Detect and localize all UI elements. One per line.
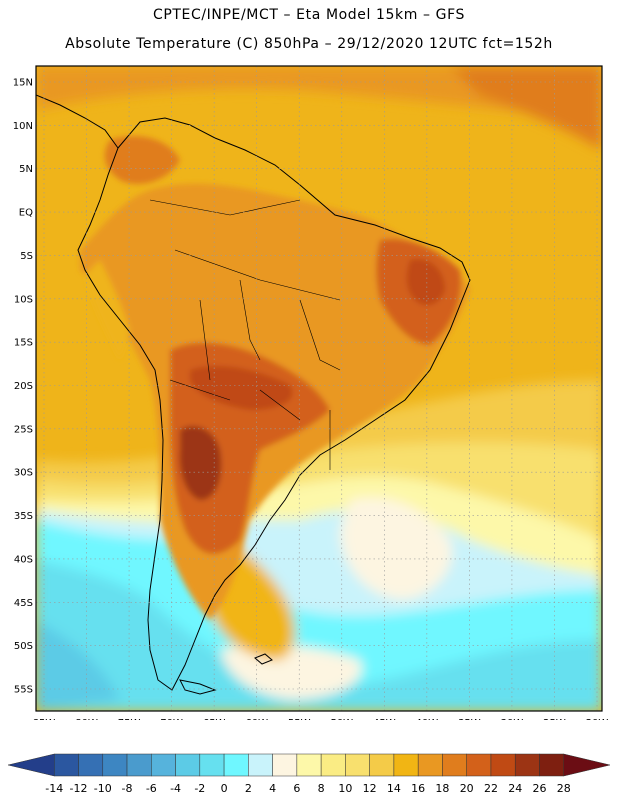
lat-label: 30S	[14, 468, 33, 479]
colorbar-swatch	[7, 753, 55, 777]
colorbar-label: 12	[363, 782, 377, 795]
colorbar-swatch	[490, 753, 516, 777]
colorbar-swatch	[466, 753, 492, 777]
lat-label: 55S	[14, 685, 33, 696]
south-america-outline	[77, 117, 471, 691]
central-america-outline	[36, 94, 119, 149]
lon-label: 80W	[75, 718, 98, 720]
lat-label: 5S	[20, 251, 33, 262]
colorbar-label: 24	[508, 782, 522, 795]
colorbar-swatch	[320, 753, 346, 777]
colorbar-label: -12	[70, 782, 88, 795]
colorbar-swatch	[514, 753, 540, 777]
lat-label: 40S	[14, 554, 33, 565]
lon-label: 35W	[458, 718, 481, 720]
colorbar-label: 6	[293, 782, 300, 795]
latitude-labels: 15N 10N 5N EQ 5S 10S 15S 20S 25S 30S 35S 40S 45S 50S 5…	[13, 78, 33, 696]
colorbar-label: -8	[122, 782, 133, 795]
lon-label: 40W	[416, 718, 439, 720]
colorbar-swatch	[175, 753, 201, 777]
lon-label: 75W	[118, 718, 141, 720]
colorbar-label: 16	[411, 782, 425, 795]
colorbar-swatch	[223, 753, 249, 777]
colorbar: -14 -12 -10 -8 -6 -4 -2 0 2 4 6 8 10 12 14 16 18 20 22 24 26…	[7, 753, 611, 795]
colorbar-swatch	[563, 753, 611, 777]
falklands-outline	[254, 653, 273, 665]
colorbar-swatch	[102, 753, 128, 777]
lon-label: 85W	[33, 718, 56, 720]
longitude-labels: 85W 80W 75W 70W 65W 60W 55W 50W 45W 40W 35W 30W 25W 2…	[33, 718, 609, 720]
lon-label: 70W	[160, 718, 183, 720]
interior-borders	[149, 199, 341, 470]
colorbar-swatch	[539, 753, 564, 777]
colorbar-label: 4	[269, 782, 276, 795]
lat-label: 45S	[14, 598, 33, 609]
colorbar-label: -10	[94, 782, 112, 795]
lat-label: 10S	[14, 294, 33, 305]
colorbar-swatch	[393, 753, 419, 777]
lat-label: 50S	[14, 641, 33, 652]
colorbar-label: -14	[45, 782, 63, 795]
chart-subtitle: Absolute Temperature (C) 850hPa – 29/12/…	[65, 36, 553, 52]
lon-label: 65W	[203, 718, 226, 720]
colorbar-swatch	[126, 753, 152, 777]
lon-label: 60W	[245, 718, 268, 720]
colorbar-swatch	[369, 753, 395, 777]
lat-label: 35S	[14, 511, 33, 522]
lon-label: 45W	[373, 718, 396, 720]
lat-label: EQ	[19, 208, 33, 219]
colorbar-swatch	[199, 753, 225, 777]
lat-label: 25S	[14, 424, 33, 435]
lon-label: 55W	[288, 718, 311, 720]
colorbar-swatch	[417, 753, 443, 777]
chart-title: CPTEC/INPE/MCT – Eta Model 15km – GFS	[152, 7, 466, 23]
colorbar-label: 20	[460, 782, 474, 795]
colorbar-label: 10	[338, 782, 352, 795]
map-frame	[35, 65, 603, 712]
coastlines	[36, 94, 471, 695]
lat-label: 10N	[13, 121, 33, 132]
colorbar-label: 28	[557, 782, 571, 795]
tierra-del-fuego-outline	[179, 679, 217, 695]
lon-label: 25W	[543, 718, 566, 720]
colorbar-labels: -14 -12 -10 -8 -6 -4 -2 0 2 4 6 8 10 12 14 16 18 20 22 24 26…	[45, 782, 570, 795]
colorbar-swatch	[272, 753, 298, 777]
lon-label: 50W	[330, 718, 353, 720]
colorbar-label: 2	[245, 782, 252, 795]
lon-label: 20W	[586, 718, 609, 720]
colorbar-label: 18	[435, 782, 449, 795]
temperature-field	[36, 66, 602, 711]
colorbar-label: 14	[387, 782, 401, 795]
lat-label: 5N	[19, 164, 33, 175]
colorbar-swatch	[442, 753, 467, 777]
lon-label: 30W	[501, 718, 524, 720]
colorbar-swatch	[345, 753, 370, 777]
colorbar-swatch	[54, 753, 79, 777]
colorbar-label: -2	[194, 782, 205, 795]
colorbar-label: -6	[146, 782, 157, 795]
lat-label: 15N	[13, 78, 33, 89]
colorbar-swatch	[248, 753, 273, 777]
colorbar-label: 22	[484, 782, 498, 795]
colorbar-label: 8	[318, 782, 325, 795]
colorbar-swatch	[78, 753, 104, 777]
colorbar-swatch	[151, 753, 176, 777]
lat-label: 15S	[14, 338, 33, 349]
lat-label: 20S	[14, 381, 33, 392]
temperature-map: 15N 10N 5N EQ 5S 10S 15S 20S 25S 30S 35S 40S 45S 50S 5…	[13, 65, 609, 720]
colorbar-swatches	[7, 753, 611, 777]
colorbar-label: 0	[221, 782, 228, 795]
colorbar-swatch	[296, 753, 322, 777]
colorbar-label: -4	[170, 782, 181, 795]
colorbar-label: 26	[532, 782, 546, 795]
